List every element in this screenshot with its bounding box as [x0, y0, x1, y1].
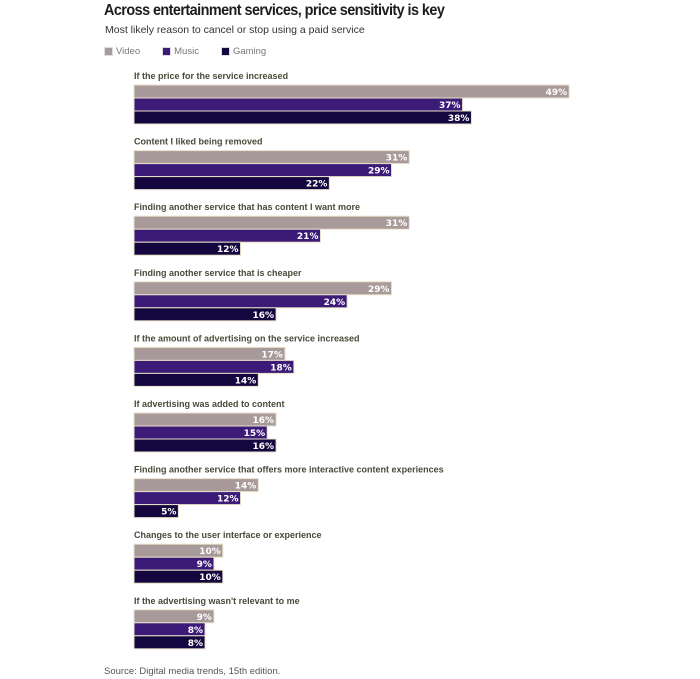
- category-label: Finding another service that is cheaper: [134, 268, 302, 278]
- category-label: Finding another service that offers more…: [134, 465, 444, 475]
- data-label: 12%: [217, 245, 239, 255]
- legend-item-gaming: Gaming: [220, 46, 267, 57]
- category-label: Changes to the user interface or experie…: [134, 530, 322, 540]
- legend-swatch: [104, 47, 113, 56]
- data-label: 29%: [368, 285, 390, 295]
- data-label: 5%: [161, 508, 176, 518]
- data-label: 16%: [253, 442, 275, 452]
- category-label: If the amount of advertising on the serv…: [134, 333, 360, 343]
- legend-swatch: [162, 47, 172, 56]
- bar-gaming: [133, 176, 330, 191]
- bar-gaming: [133, 241, 242, 256]
- data-label: 9%: [197, 560, 212, 570]
- data-label: 15%: [244, 429, 266, 439]
- bar-video: [133, 84, 570, 99]
- data-label: 17%: [261, 350, 283, 360]
- bar-music: [133, 97, 464, 112]
- data-label: 12%: [217, 495, 239, 505]
- bar-gaming: [133, 438, 277, 453]
- bar-gaming: [133, 110, 472, 125]
- legend: Video Music Gaming: [104, 46, 266, 57]
- legend-swatch: [220, 47, 230, 56]
- bar-music: [133, 163, 393, 178]
- bar-gaming: [133, 569, 224, 584]
- data-label: 16%: [253, 311, 275, 321]
- data-label: 31%: [386, 154, 408, 164]
- data-label: 8%: [188, 626, 203, 636]
- bar-gaming: [133, 635, 206, 650]
- chart-title: Across entertainment services, price sen…: [104, 2, 445, 19]
- bar-music: [133, 228, 321, 243]
- data-label: 29%: [368, 167, 390, 177]
- bar-video: [133, 150, 410, 165]
- bar-gaming: [133, 504, 179, 519]
- legend-item-video: Video: [104, 46, 140, 57]
- data-label: 8%: [188, 639, 203, 649]
- source-note: Source: Digital media trends, 15th editi…: [104, 666, 281, 677]
- category-label: Content I liked being removed: [134, 137, 263, 147]
- data-label: 49%: [546, 88, 568, 98]
- data-label: 10%: [199, 547, 221, 557]
- category-label: If the advertising wasn't relevant to me: [134, 596, 300, 606]
- data-label: 16%: [253, 416, 275, 426]
- data-label: 38%: [448, 114, 470, 124]
- data-label: 9%: [197, 613, 212, 623]
- legend-label: Video: [116, 46, 141, 57]
- chart-subtitle: Most likely reason to cancel or stop usi…: [105, 24, 365, 36]
- legend-item-music: Music: [162, 46, 199, 57]
- category-label: Finding another service that has content…: [134, 202, 360, 212]
- bar-video: [133, 281, 393, 296]
- category-label: If advertising was added to content: [134, 399, 285, 409]
- data-label: 18%: [270, 363, 292, 373]
- category-label: If the price for the service increased: [134, 71, 288, 81]
- data-label: 14%: [235, 482, 257, 492]
- data-label: 37%: [439, 101, 461, 111]
- bar-music: [133, 491, 242, 506]
- data-label: 24%: [324, 298, 346, 308]
- data-label: 10%: [199, 573, 221, 583]
- bar-music: [133, 294, 348, 309]
- data-label: 22%: [306, 180, 328, 190]
- data-label: 14%: [235, 376, 257, 386]
- data-label: 31%: [386, 219, 408, 229]
- bar-gaming: [133, 372, 259, 387]
- data-label: 21%: [297, 232, 319, 242]
- legend-label: Gaming: [232, 46, 267, 57]
- bar-video: [133, 215, 410, 230]
- bar-gaming: [133, 307, 277, 322]
- legend-label: Music: [174, 46, 199, 57]
